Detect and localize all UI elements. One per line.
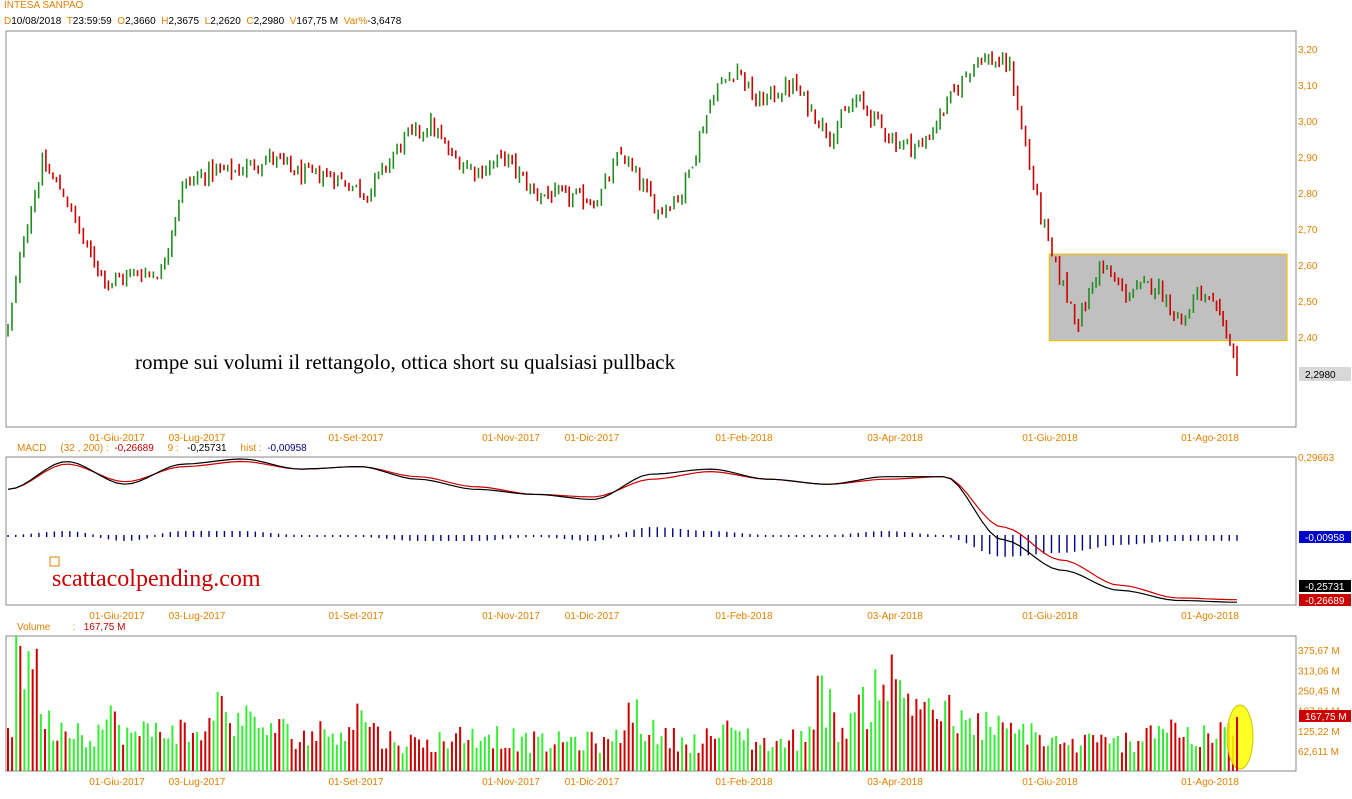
signal-value: -0,25731	[187, 443, 227, 454]
volume-panel	[5, 635, 1297, 772]
x-tick-label: 01-Feb-2018	[715, 611, 773, 622]
consolidation-rectangle	[1048, 253, 1288, 342]
volume-y-tick-label: 125,22 M	[1298, 727, 1340, 738]
x-tick-label: 03-Lug-2017	[169, 433, 226, 444]
y-tick-label: 3,00	[1298, 117, 1318, 128]
macd-value-label: -0,26689	[1305, 596, 1345, 607]
x-tick-label: 01-Dic-2017	[565, 777, 620, 788]
volume-last-label: 167,75 M	[1305, 712, 1347, 723]
x-tick-label: 01-Set-2017	[328, 433, 383, 444]
volume-last-box	[1299, 710, 1351, 722]
x-tick-label: 01-Set-2017	[328, 777, 383, 788]
open-value: 2,3660	[125, 16, 156, 27]
close-value: 2,2980	[253, 16, 285, 27]
y-tick-label: 3,10	[1298, 81, 1318, 92]
macd-header: MACD (32 , 200) : -0,26689 9 : -0,25731 …	[17, 443, 307, 454]
y-tick-label: 2,80	[1298, 189, 1318, 200]
x-tick-label: 01-Giu-2018	[1022, 611, 1078, 622]
var-value: -3,6478	[367, 16, 402, 27]
macd-value-label: -0,00958	[1305, 533, 1345, 544]
analysis-note: rompe sui volumi il rettangolo, ottica s…	[135, 350, 676, 374]
y-tick-label: 2,50	[1298, 297, 1318, 308]
x-tick-label: 01-Feb-2018	[715, 777, 773, 788]
highlight-ellipse	[1226, 704, 1254, 770]
last-price-box	[1299, 367, 1351, 381]
hist-value: -0,00958	[267, 443, 307, 454]
volume-y-tick-label: 62,611 M	[1298, 747, 1339, 758]
x-tick-label: 01-Giu-2018	[1022, 433, 1078, 444]
high-value: 2,3675	[168, 16, 200, 27]
x-tick-label: 01-Giu-2017	[89, 611, 145, 622]
volume-header-value: 167,75 M	[83, 622, 126, 633]
x-tick-label: 01-Dic-2017	[565, 611, 620, 622]
date-value: 10/08/2018	[11, 16, 62, 27]
x-tick-label: 01-Feb-2018	[715, 433, 773, 444]
watermark-text: scattacolpending.com	[52, 566, 261, 592]
y-tick-label: 2,40	[1298, 333, 1318, 344]
macd-value-label: -0,25731	[1305, 582, 1345, 593]
x-tick-label: 01-Dic-2017	[565, 433, 620, 444]
chart-title: INTESA SANPAO	[4, 0, 84, 11]
volume-y-tick-label: 313,06 M	[1298, 666, 1340, 677]
macd-panel	[5, 456, 1297, 606]
low-value: 2,2620	[210, 16, 241, 27]
x-tick-label: 03-Lug-2017	[169, 611, 226, 622]
price-panel	[5, 30, 1297, 428]
macd-y-tick-label: 0,29663	[1298, 453, 1335, 464]
macd-value-box	[1299, 580, 1351, 592]
volume-y-tick-label: 375,67 M	[1298, 646, 1340, 657]
y-tick-label: 3,20	[1298, 45, 1318, 56]
x-tick-label: 01-Ago-2018	[1181, 433, 1239, 444]
x-tick-label: 01-Nov-2017	[482, 611, 540, 622]
volume-header: Volume : 167,75 M	[17, 622, 126, 633]
signal-line	[7, 460, 1238, 601]
macd-value: -0,26689	[114, 443, 154, 454]
x-tick-label: 01-Giu-2017	[89, 433, 145, 444]
time-value: 23:59:59	[72, 16, 112, 27]
x-tick-label: 01-Set-2017	[328, 611, 383, 622]
macd-value-box	[1299, 531, 1351, 543]
small-square-marker	[49, 556, 60, 567]
last-price-label: 2,2980	[1305, 370, 1336, 381]
x-tick-label: 03-Apr-2018	[867, 433, 923, 444]
macd-line	[7, 458, 1237, 603]
y-tick-label: 2,60	[1298, 261, 1318, 272]
x-tick-label: 01-Giu-2017	[89, 777, 145, 788]
x-tick-label: 03-Lug-2017	[169, 777, 226, 788]
x-tick-label: 01-Nov-2017	[482, 777, 540, 788]
x-tick-label: 01-Ago-2018	[1181, 611, 1239, 622]
y-tick-label: 2,70	[1298, 225, 1318, 236]
volume-y-tick-label: 250,45 M	[1298, 686, 1340, 697]
x-tick-label: 01-Giu-2018	[1022, 777, 1078, 788]
volume-value: 167,75 M	[296, 16, 339, 27]
x-tick-label: 03-Apr-2018	[867, 777, 923, 788]
x-tick-label: 03-Apr-2018	[867, 611, 923, 622]
ohlc-header: D10/08/2018 T23:59:59 O2,3660 H2,3675 L2…	[4, 16, 402, 27]
x-tick-label: 01-Nov-2017	[482, 433, 540, 444]
y-tick-label: 2,90	[1298, 153, 1318, 164]
macd-value-box	[1299, 594, 1351, 606]
x-tick-label: 01-Ago-2018	[1181, 777, 1239, 788]
